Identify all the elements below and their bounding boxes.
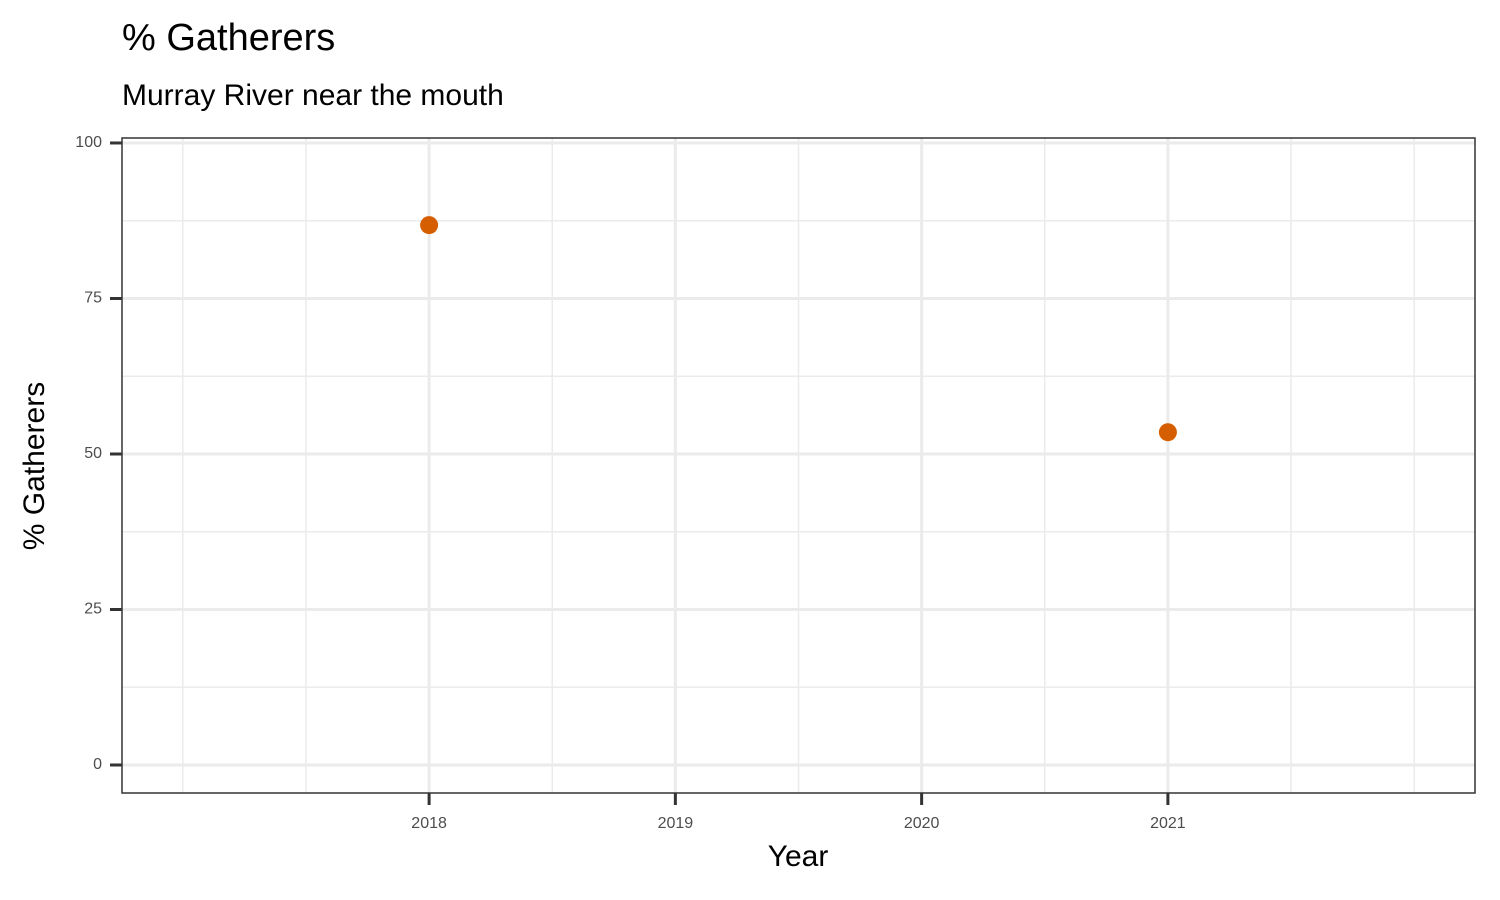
point [420,216,439,235]
y-axis-label: % Gatherers [18,382,51,550]
x-tick-label: 2018 [411,815,447,832]
point [1158,423,1177,442]
chart-title: % Gatherers [122,17,335,59]
y-tick-label: 0 [93,756,102,773]
x-tick-label: 2021 [1150,815,1186,832]
x-axis-label: Year [768,840,829,873]
y-tick-label: 25 [84,601,102,618]
x-tick-label: 2019 [658,815,694,832]
plot-border [121,137,1476,794]
y-tick-label: 75 [84,290,102,307]
y-tick-label: 100 [75,134,102,151]
chart-subtitle: Murray River near the mouth [122,79,504,112]
y-tick-label: 50 [84,445,102,462]
x-tick-label: 2020 [904,815,940,832]
